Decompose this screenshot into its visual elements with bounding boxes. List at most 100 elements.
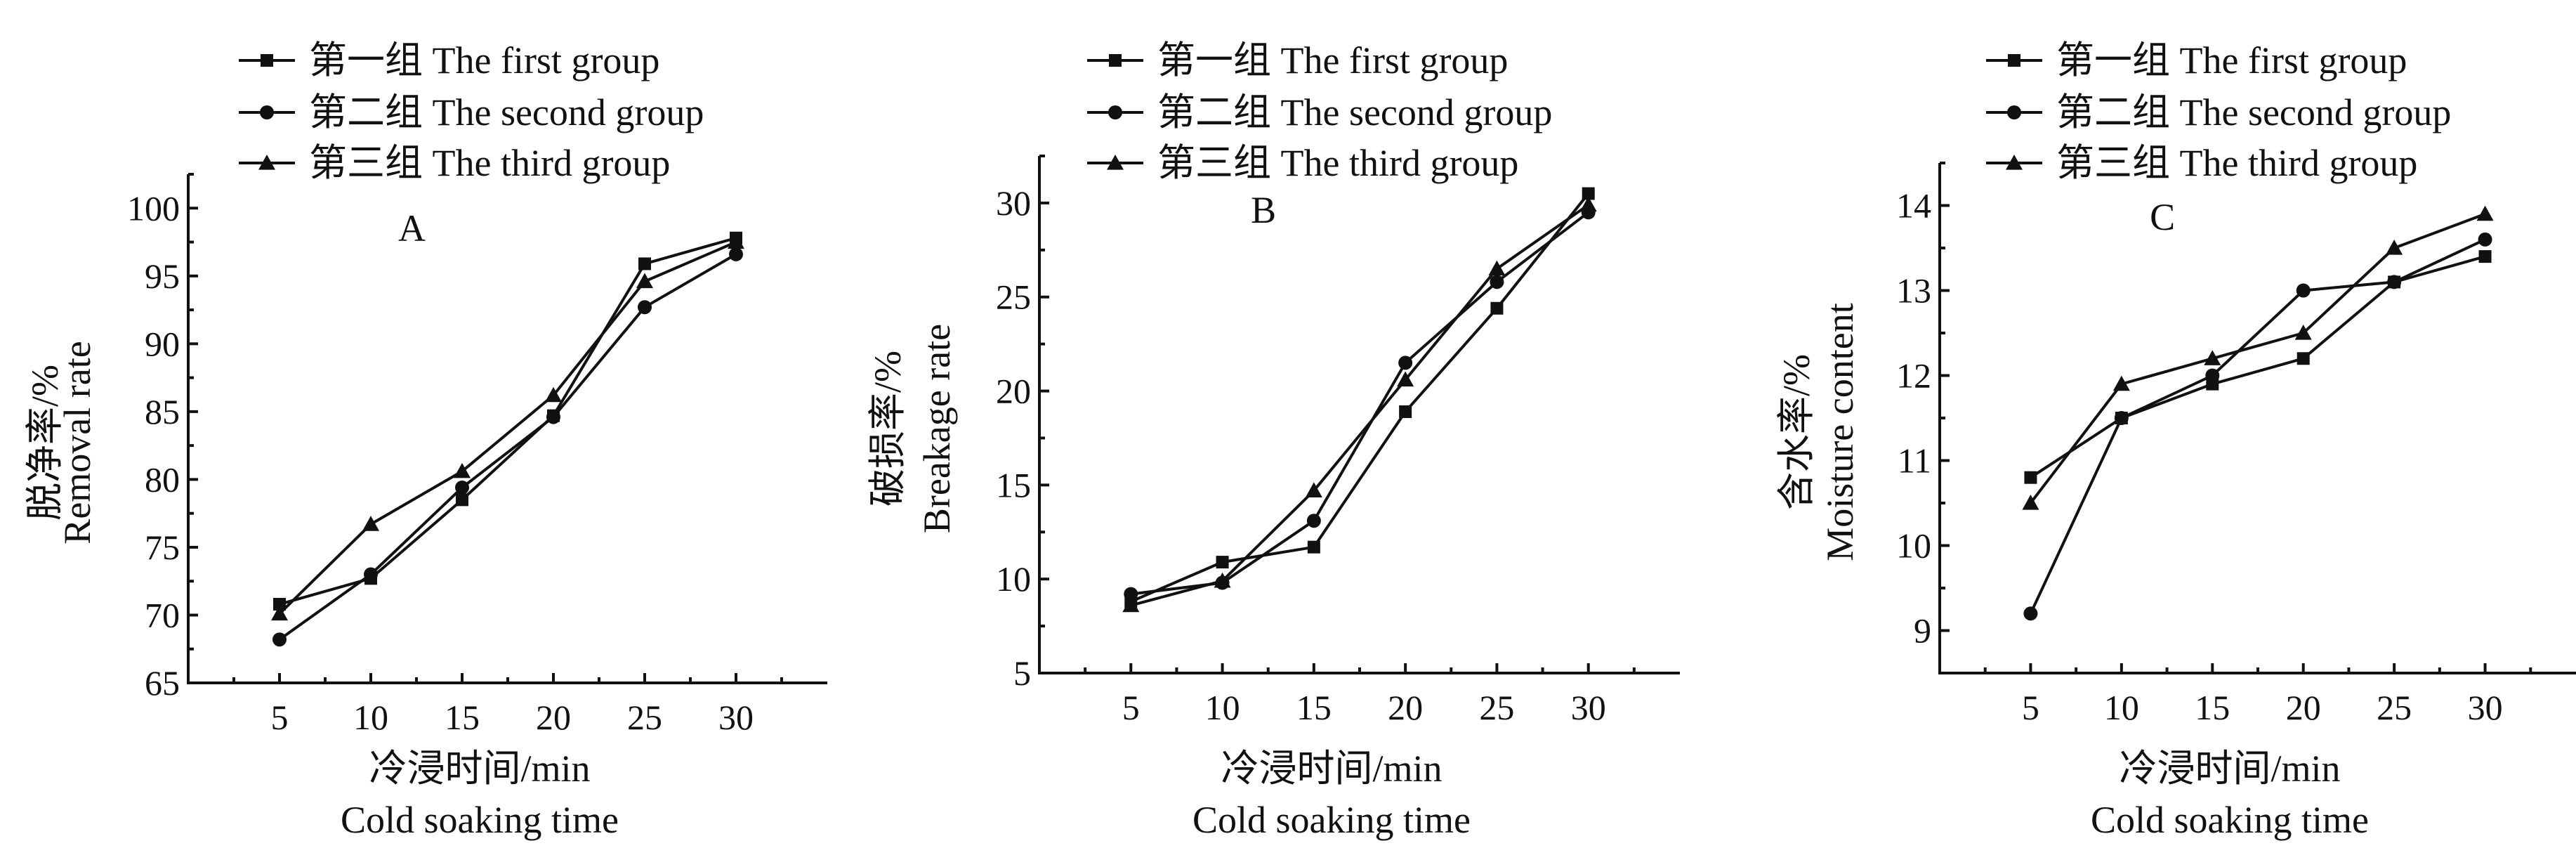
y-tick-label: 100 bbox=[127, 188, 180, 228]
data-point-series-2 bbox=[2387, 275, 2402, 289]
legend-marker bbox=[261, 54, 273, 67]
x-axis-label-en: Cold soaking time bbox=[2091, 799, 2369, 841]
data-point-series-3 bbox=[1214, 572, 1231, 588]
x-tick-label: 10 bbox=[2104, 688, 2139, 727]
data-point-series-2 bbox=[1124, 587, 1138, 601]
legend-entry-3: 第三组 The third group bbox=[2056, 142, 2417, 184]
legend-entry-3: 第三组 The third group bbox=[309, 142, 670, 184]
data-point-series-2 bbox=[272, 632, 287, 647]
data-point-series-3 bbox=[454, 462, 471, 478]
data-point-series-3 bbox=[2112, 375, 2130, 391]
x-axis-label-en: Cold soaking time bbox=[341, 799, 619, 841]
y-axis-label-cn: 含水率/% bbox=[1775, 354, 1818, 510]
legend-entry-2: 第二组 The second group bbox=[2056, 91, 2451, 133]
y-tick-label: 95 bbox=[145, 256, 180, 296]
x-tick-label: 5 bbox=[2022, 688, 2039, 727]
x-tick-label: 5 bbox=[271, 698, 289, 737]
data-point-series-3 bbox=[1579, 196, 1597, 212]
legend-marker bbox=[1107, 155, 1124, 170]
data-point-series-2 bbox=[455, 480, 469, 495]
y-tick-label: 9 bbox=[1914, 611, 1931, 651]
y-tick-label: 80 bbox=[145, 459, 180, 499]
y-axis-label-en: Moisture content bbox=[1819, 303, 1861, 561]
data-point-series-1 bbox=[2024, 471, 2037, 484]
data-point-series-1 bbox=[273, 598, 286, 611]
legend-entry-3: 第三组 The third group bbox=[1157, 142, 1518, 184]
series-line-3 bbox=[2029, 212, 2486, 504]
data-point-series-3 bbox=[1488, 260, 1506, 276]
data-point-series-1 bbox=[638, 257, 651, 270]
data-point-series-2 bbox=[2023, 606, 2038, 621]
data-point-series-3 bbox=[2022, 495, 2039, 510]
data-point-series-3 bbox=[1397, 371, 1414, 387]
y-tick-label: 10 bbox=[996, 559, 1031, 599]
data-point-series-2 bbox=[2296, 283, 2311, 298]
chart-panel-B: 5 10 15 20 25 30 5 10 15 20 25 30 B 冷浸时间/min Cold soak… bbox=[867, 39, 1680, 841]
panel-label: C bbox=[2150, 196, 2175, 238]
x-tick-label: 15 bbox=[2195, 688, 2230, 727]
panel-label: B bbox=[1251, 189, 1276, 231]
data-point-series-3 bbox=[2294, 325, 2312, 340]
data-point-series-3 bbox=[271, 605, 288, 621]
data-point-series-2 bbox=[1490, 275, 1504, 289]
legend-marker bbox=[1108, 105, 1122, 119]
x-tick-label: 25 bbox=[2377, 688, 2412, 727]
x-axis-label-cn: 冷浸时间/min bbox=[1221, 748, 1442, 790]
data-point-series-3 bbox=[728, 233, 744, 249]
y-tick-label: 30 bbox=[996, 183, 1031, 223]
chart-panel-A: 65 70 75 80 85 90 95 100 5 10 15 20 25 30 A 冷浸时间/min Col… bbox=[24, 39, 827, 841]
data-point-series-3 bbox=[1122, 596, 1140, 613]
data-point-series-2 bbox=[546, 410, 560, 424]
y-axis-label-cn: 破损率/% bbox=[867, 351, 909, 507]
data-point-series-1 bbox=[1582, 187, 1595, 200]
legend-entry-1: 第一组 The first group bbox=[2056, 39, 2407, 81]
legend-marker bbox=[260, 105, 274, 119]
x-tick-label: 30 bbox=[1571, 688, 1606, 727]
x-tick-label: 20 bbox=[2286, 688, 2321, 727]
legend-marker bbox=[1109, 54, 1122, 67]
data-point-series-1 bbox=[1307, 540, 1320, 554]
x-axis-label-en: Cold soaking time bbox=[1192, 799, 1471, 841]
legend-marker bbox=[2007, 105, 2021, 119]
x-tick-label: 25 bbox=[1479, 688, 1514, 727]
data-point-series-3 bbox=[2476, 205, 2494, 221]
legend-entry-2: 第二组 The second group bbox=[309, 91, 704, 133]
legend-marker bbox=[2006, 155, 2023, 170]
chart-panel-C: 9 10 11 12 13 14 5 10 15 20 25 30 C 冷浸时间/min Cold soak… bbox=[1775, 39, 2576, 841]
y-tick-label: 5 bbox=[1013, 653, 1031, 693]
x-tick-label: 30 bbox=[2468, 688, 2503, 727]
x-tick-label: 15 bbox=[445, 698, 480, 737]
y-tick-label: 20 bbox=[996, 372, 1031, 411]
series-line-1 bbox=[1130, 193, 1590, 604]
data-point-series-2 bbox=[364, 567, 378, 582]
series-line-1 bbox=[2030, 255, 2486, 479]
data-point-series-2 bbox=[729, 247, 743, 261]
data-point-series-2 bbox=[638, 300, 652, 315]
series-line-2 bbox=[2029, 238, 2486, 615]
x-axis-label-cn: 冷浸时间/min bbox=[369, 748, 590, 790]
data-point-series-3 bbox=[2386, 240, 2403, 255]
y-tick-label: 15 bbox=[996, 465, 1031, 504]
data-point-series-3 bbox=[362, 516, 379, 531]
data-point-series-1 bbox=[1399, 405, 1412, 418]
data-point-series-1 bbox=[2478, 250, 2492, 263]
data-point-series-2 bbox=[2478, 232, 2492, 247]
x-tick-label: 15 bbox=[1296, 688, 1332, 727]
y-axis-label-en: Breakage rate bbox=[916, 324, 958, 533]
series-line-2 bbox=[278, 253, 737, 641]
y-tick-label: 13 bbox=[1896, 271, 1931, 311]
series-line-2 bbox=[1131, 211, 1589, 596]
data-point-series-1 bbox=[1216, 556, 1229, 569]
panel-label: A bbox=[398, 207, 426, 249]
data-point-series-3 bbox=[636, 273, 653, 289]
data-point-series-2 bbox=[1306, 514, 1321, 528]
data-point-series-1 bbox=[456, 493, 468, 507]
legend: 第一组 The first group 第二组 The second group 第… bbox=[1986, 39, 2451, 184]
series-line-3 bbox=[1130, 203, 1589, 607]
x-axis-label-cn: 冷浸时间/min bbox=[2119, 748, 2340, 790]
x-tick-label: 30 bbox=[718, 698, 754, 737]
x-tick-label: 10 bbox=[353, 698, 388, 737]
legend: 第一组 The first group 第二组 The second group 第… bbox=[239, 39, 704, 184]
y-axis-label-cn: 脱净率/% bbox=[24, 365, 66, 521]
